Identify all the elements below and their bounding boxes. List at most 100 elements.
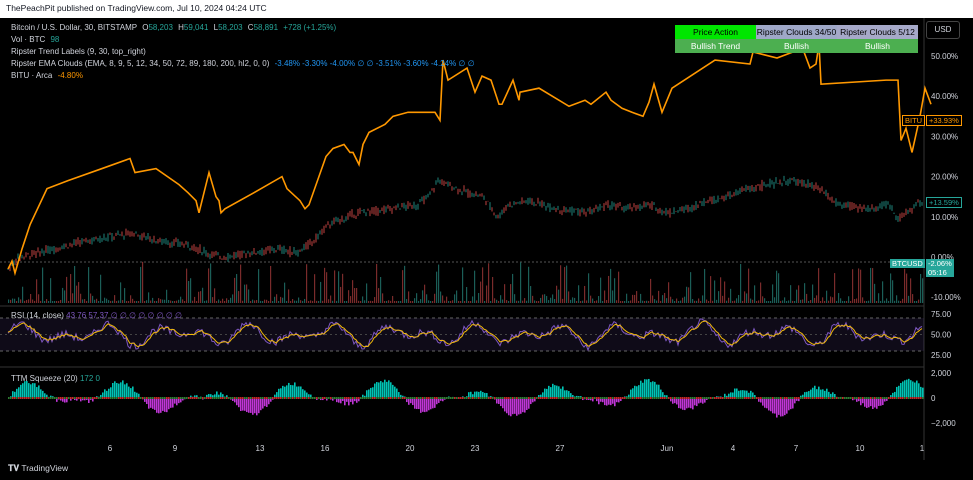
volume-bar — [688, 287, 690, 303]
ttm-bar — [608, 398, 610, 405]
ttm-bar — [694, 398, 696, 406]
ttm-bar — [400, 394, 402, 398]
ttm-dot — [464, 397, 466, 399]
ttm-bar — [866, 398, 868, 408]
ttm-dot — [770, 397, 772, 399]
legend-bitu[interactable]: BITU · Arca -4.80% — [11, 71, 83, 80]
ttm-bar — [682, 398, 684, 410]
volume-bar — [702, 295, 704, 303]
volume-bar — [818, 268, 820, 303]
volume-bar — [76, 285, 78, 303]
ttm-bar — [14, 391, 16, 398]
ttm-dot — [796, 397, 798, 399]
ttm-dot — [112, 397, 114, 399]
volume-bar — [466, 287, 468, 303]
ttm-dot — [76, 397, 78, 399]
ttm-bar — [474, 391, 476, 398]
currency-button[interactable]: USD — [926, 21, 960, 39]
ttm-bar — [800, 395, 802, 398]
volume-bar — [146, 300, 148, 303]
ttm-dot — [22, 397, 24, 399]
ttm-bar — [254, 398, 256, 414]
ttm-dot — [60, 397, 62, 399]
ttm-bar — [442, 398, 444, 402]
change-value: +728 (+1.25%) — [283, 23, 337, 32]
ttm-dot — [468, 397, 470, 399]
ttm-dot — [484, 397, 486, 399]
volume-bar — [826, 290, 828, 303]
volume-bar — [22, 286, 24, 303]
ttm-dot — [824, 397, 826, 399]
ttm-bar — [670, 398, 672, 402]
ttm-bar — [182, 398, 184, 401]
legend-ema-clouds[interactable]: Ripster EMA Clouds (EMA, 8, 9, 5, 12, 34… — [11, 59, 475, 68]
volume-bar — [576, 300, 578, 303]
ttm-bar — [386, 381, 388, 398]
ttm-dot — [288, 397, 290, 399]
ttm-dot — [302, 397, 304, 399]
volume-bar — [732, 300, 734, 303]
ttm-dot — [338, 397, 340, 399]
volume-bar — [252, 299, 254, 303]
ttm-dot — [744, 397, 746, 399]
legend-volume-line[interactable]: Vol · BTC 98 — [11, 35, 59, 44]
ttm-dot — [150, 397, 152, 399]
ttm-bar — [436, 398, 438, 405]
ttm-bar — [614, 398, 616, 407]
volume-bar — [260, 300, 262, 303]
ttm-bar — [56, 398, 58, 402]
ttm-dot — [164, 397, 166, 399]
volume-bar — [98, 300, 100, 303]
volume-bar — [80, 293, 82, 303]
volume-bar — [276, 294, 278, 303]
volume-bar — [416, 293, 418, 303]
legend-trend-labels[interactable]: Ripster Trend Labels (9, 30, top_right) — [11, 47, 146, 56]
volume-bar — [300, 300, 302, 303]
ttm-dot — [256, 397, 258, 399]
ttm-bar — [338, 398, 340, 403]
volume-bar — [148, 292, 150, 303]
publisher-bar: ThePeachPit published on TradingView.com… — [0, 0, 973, 18]
ttm-dot — [320, 397, 322, 399]
volume-bar — [660, 300, 662, 303]
ttm-pane-label[interactable]: TTM Squeeze (20) 172 0 — [11, 374, 100, 383]
ttm-bar — [46, 394, 48, 398]
ttm-dot — [668, 397, 670, 399]
volume-bar — [854, 298, 856, 303]
ttm-dot — [504, 397, 506, 399]
rsi-pane-label[interactable]: RSI (14, close) 43.76 57.37 ∅ ∅ ∅ ∅ ∅ ∅ … — [11, 311, 182, 320]
ttm-dot — [520, 397, 522, 399]
ttm-bar — [362, 394, 364, 398]
ttm-bar — [894, 391, 896, 398]
ttm-bar — [754, 395, 756, 398]
ttm-bar — [356, 398, 358, 403]
volume-bar — [320, 281, 322, 303]
ttm-dot — [224, 397, 226, 399]
ttm-bar — [554, 385, 556, 398]
ttm-dot — [922, 397, 924, 399]
volume-bar — [426, 294, 428, 303]
high-label: H — [178, 23, 184, 32]
ttm-bar — [420, 398, 422, 413]
ttm-dot — [330, 397, 332, 399]
ttm-dot — [518, 397, 520, 399]
ttm-dot — [66, 397, 68, 399]
table-value-price-action: Bullish Trend — [690, 41, 741, 51]
rsi-label: RSI (14, close) — [11, 311, 64, 320]
ttm-dot — [136, 397, 138, 399]
ttm-dot — [120, 397, 122, 399]
ttm-bar — [672, 398, 674, 404]
ttm-dot — [458, 397, 460, 399]
legend-symbol-line[interactable]: Bitcoin / U.S. Dollar, 30, BITSTAMP O58,… — [11, 23, 336, 32]
volume-bar — [712, 300, 714, 303]
volume-bar — [112, 300, 114, 303]
ttm-bar — [772, 398, 774, 414]
ttm-bar — [364, 395, 366, 398]
volume-bar — [902, 298, 904, 303]
tradingview-logo[interactable]: 𝐓𝐕 TradingView — [8, 463, 68, 474]
ttm-dot — [902, 397, 904, 399]
ttm-bar — [890, 395, 892, 398]
ttm-bar — [156, 398, 158, 413]
ttm-bar — [508, 398, 510, 416]
